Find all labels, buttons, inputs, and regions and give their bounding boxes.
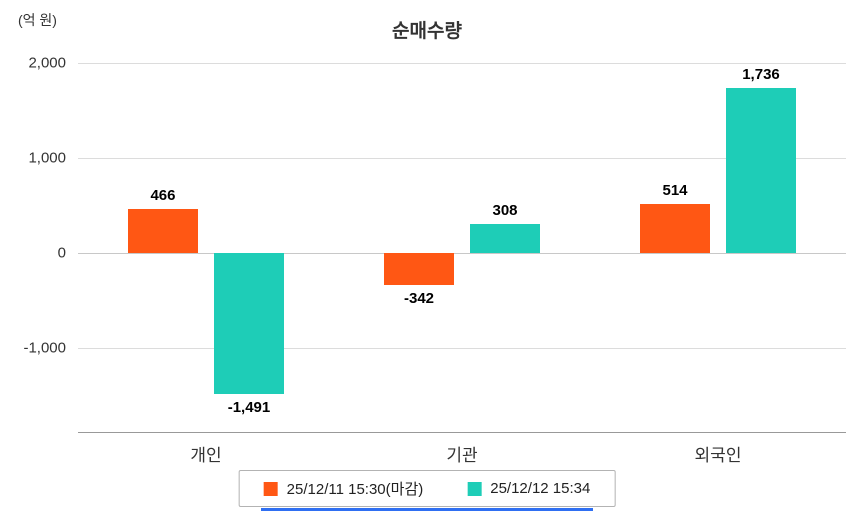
bar-group-3: 514 1,736 <box>640 63 796 433</box>
bar-group-1: 466 -1,491 <box>127 63 284 433</box>
legend-item-2[interactable]: 25/12/12 15:34 <box>467 480 590 497</box>
gridline <box>78 63 846 64</box>
bar-series2-cat1[interactable] <box>213 252 284 395</box>
legend: 25/12/11 15:30(마감) 25/12/12 15:34 <box>238 470 616 507</box>
bar-value-label: -1,491 <box>227 399 271 417</box>
bar-series1-cat2[interactable] <box>384 252 454 286</box>
legend-item-1[interactable]: 25/12/11 15:30(마감) <box>263 478 424 499</box>
y-tick-label: 0 <box>57 244 66 262</box>
bar-series2-cat2[interactable] <box>470 223 540 253</box>
bar-group-2: -342 308 <box>384 63 540 433</box>
legend-swatch <box>467 481 482 496</box>
y-axis: 2,000 1,000 0 -1,000 <box>0 55 66 433</box>
zero-gridline <box>78 252 846 254</box>
legend-swatch <box>263 481 278 496</box>
x-axis-line <box>78 432 846 433</box>
bar-series1-cat1[interactable] <box>127 208 198 253</box>
legend-label: 25/12/12 15:34 <box>490 480 591 497</box>
x-axis-labels: 개인 기관 외국인 <box>78 441 846 467</box>
y-tick-label: 1,000 <box>28 149 66 167</box>
plot-area: 466 -1,491 -342 308 514 1,736 <box>78 63 846 433</box>
gridline <box>78 347 846 349</box>
bar-value-label: 1,736 <box>742 66 780 84</box>
bar-value-label: 466 <box>150 186 176 204</box>
y-tick-label: 2,000 <box>28 54 66 72</box>
bar-value-label: -342 <box>403 290 435 308</box>
legend-label: 25/12/11 15:30(마감) <box>286 481 424 498</box>
x-category-label: 개인 <box>190 446 222 465</box>
y-tick-label: -1,000 <box>23 339 66 357</box>
y-axis-unit-label: (억 원) <box>18 12 57 28</box>
x-category-label: 기관 <box>446 446 478 465</box>
chart-title: 순매수량 <box>392 21 462 42</box>
bar-value-label: 514 <box>662 181 688 199</box>
bar-value-label: 308 <box>492 201 518 219</box>
legend-underline <box>261 508 593 511</box>
bar-series2-cat3[interactable] <box>726 88 796 253</box>
x-category-label: 외국인 <box>694 446 742 465</box>
bar-series1-cat3[interactable] <box>640 203 710 253</box>
gridline <box>78 157 846 159</box>
